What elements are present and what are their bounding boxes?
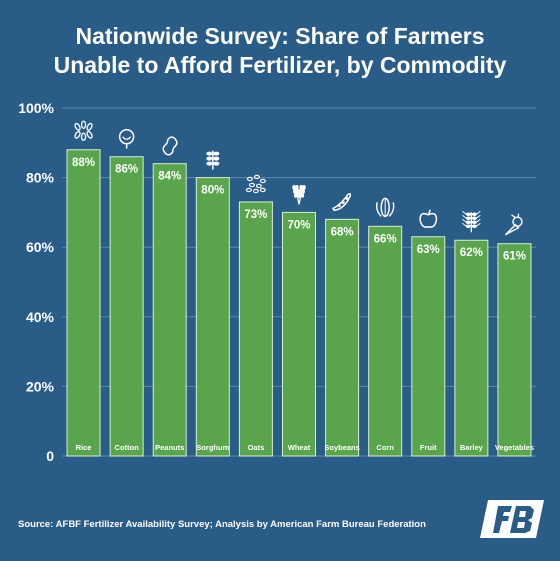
y-tick-label: 80% — [26, 170, 55, 186]
data-label: 70% — [287, 219, 310, 231]
farm-bureau-logo — [480, 500, 544, 538]
x-tick-label: Oats — [248, 443, 265, 452]
y-tick-label: 60% — [26, 239, 55, 255]
x-tick-label: Wheat — [288, 443, 311, 452]
sorghum-icon — [206, 150, 220, 170]
title-line-2: Unable to Afford Fertilizer, by Commodit… — [53, 52, 507, 78]
soybean-icon — [332, 192, 352, 212]
apple-icon — [419, 209, 438, 228]
x-tick-label: Vegetables — [495, 443, 534, 452]
cotton-icon — [118, 128, 135, 149]
bar — [195, 177, 230, 457]
x-tick-label: Corn — [376, 443, 394, 452]
y-tick-label: 40% — [26, 309, 55, 325]
x-tick-label: Fruit — [420, 443, 437, 452]
x-tick-label: Rice — [76, 443, 92, 452]
data-label: 86% — [115, 164, 138, 176]
rice-icon — [74, 120, 93, 142]
bar — [109, 156, 144, 457]
bar — [238, 201, 273, 457]
data-label: 80% — [201, 185, 224, 197]
peanut-icon — [162, 136, 178, 156]
oats-icon — [245, 174, 266, 194]
x-tick-label: Cotton — [115, 443, 140, 452]
barley-icon — [462, 210, 481, 233]
source-note: Source: AFBF Fertilizer Availability Sur… — [18, 519, 426, 530]
y-tick-label: 100% — [18, 100, 54, 116]
data-label: 62% — [460, 247, 483, 259]
data-label: 61% — [503, 251, 526, 263]
bar — [282, 211, 316, 457]
bar — [411, 236, 446, 457]
bar — [152, 163, 187, 457]
bar — [497, 243, 532, 457]
data-label: 88% — [72, 157, 95, 169]
title-line-1: Nationwide Survey: Share of Farmers — [75, 23, 485, 49]
bar — [368, 225, 403, 457]
x-tick-label: Soybeans — [324, 443, 359, 452]
vegetables-icon — [504, 213, 523, 236]
data-label: 73% — [244, 209, 267, 221]
bar — [325, 218, 360, 457]
data-label: 68% — [331, 226, 354, 238]
y-tick-label: 0 — [46, 448, 54, 464]
data-label: 66% — [374, 233, 397, 245]
x-tick-label: Barley — [460, 443, 484, 452]
x-tick-label: Sorghum — [196, 443, 229, 452]
data-label: 84% — [158, 171, 181, 183]
chart-title: Nationwide Survey: Share of Farmers Unab… — [0, 22, 560, 80]
data-label: 63% — [417, 244, 440, 256]
bar — [454, 239, 489, 457]
x-tick-label: Peanuts — [155, 443, 184, 452]
corn-icon — [375, 197, 395, 218]
bar — [66, 149, 101, 457]
wheat-icon — [292, 185, 306, 205]
y-tick-label: 20% — [26, 378, 55, 394]
